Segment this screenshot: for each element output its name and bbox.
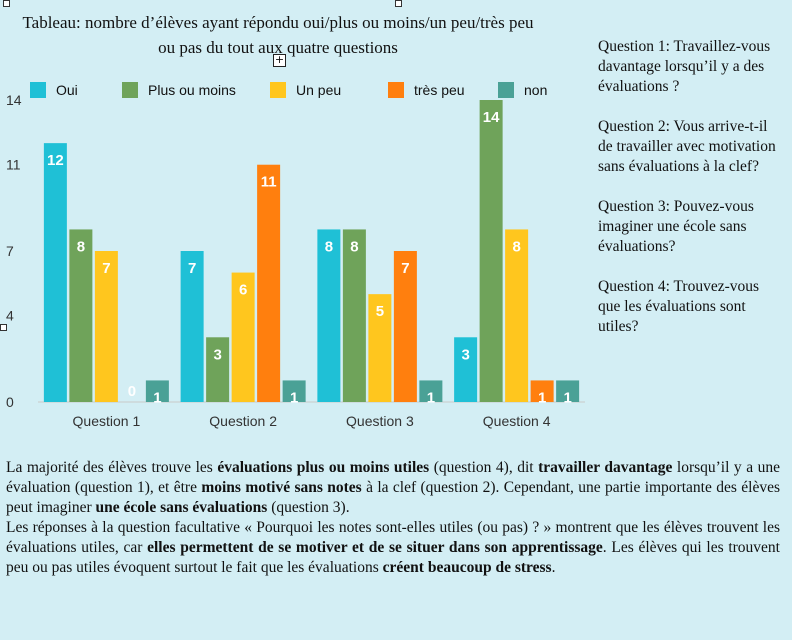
paragraph-1-run-8: (question 3).: [267, 499, 350, 516]
data-label-4-3: 1: [563, 389, 571, 406]
bar-0-3: [454, 337, 478, 402]
paragraph-2-run-3: créent beaucoup de stress: [382, 559, 552, 576]
bar-1-3: [479, 100, 503, 402]
data-label-0-1: 7: [188, 260, 196, 277]
bar-0-2: [317, 229, 341, 402]
bar-3-2: [393, 251, 417, 402]
category-label-1: Question 2: [209, 413, 277, 429]
question-1-text: Question 1: Travaillez-vous davantage lo…: [598, 38, 771, 95]
legend-label-3: très peu: [414, 82, 465, 98]
bar-2-2: [368, 294, 392, 402]
bar-2-1: [231, 272, 255, 402]
y-tick-label-4: 14: [6, 92, 22, 108]
bar-1-2: [342, 229, 366, 402]
legend-label-0: Oui: [56, 82, 78, 98]
legend-label-2: Un peu: [296, 82, 342, 98]
legend-swatch-2: [270, 82, 286, 98]
question-3-text: Question 3: Pouvez-vous imaginer une éco…: [598, 198, 754, 255]
data-label-1-2: 8: [350, 238, 358, 255]
paragraph-1-run-0: La majorité des élèves trouve les: [6, 459, 218, 476]
paragraph-1-run-5: moins motivé sans notes: [201, 479, 362, 496]
data-label-1-0: 8: [77, 238, 85, 255]
bar-1-1: [206, 337, 230, 402]
legend-swatch-1: [122, 82, 138, 98]
expand-icon[interactable]: +: [273, 53, 286, 67]
paragraph-1-run-6: à la clef (question 2). Cependant, une p…: [6, 479, 780, 516]
chart-legend: Oui Plus ou moins Un peu très peu non: [30, 81, 570, 99]
data-label-1-1: 3: [213, 346, 221, 363]
data-label-2-0: 7: [102, 260, 110, 277]
legend-item-4: non: [498, 81, 547, 99]
bar-2-0: [94, 251, 118, 402]
category-label-3: Question 4: [483, 413, 551, 429]
bar-4-0: [145, 380, 169, 402]
bar-3-3: [530, 380, 554, 402]
category-label-0: Question 1: [73, 413, 141, 429]
analysis-text: La majorité des élèves trouve les évalua…: [6, 458, 780, 578]
chart-title: Tableau: nombre d’élèves ayant répondu o…: [22, 13, 534, 57]
resize-handle-top-mid[interactable]: [395, 0, 402, 7]
legend-item-2: Un peu: [270, 81, 341, 99]
legend-item-3: très peu: [388, 81, 465, 99]
data-label-3-2: 7: [401, 260, 409, 277]
y-tick-label-3: 11: [6, 157, 21, 173]
legend-item-1: Plus ou moins: [122, 81, 236, 99]
paragraph-1-run-1: évaluations plus ou moins utiles: [217, 459, 430, 476]
paragraph-2-run-4: .: [551, 559, 556, 576]
data-label-4-1: 1: [290, 389, 298, 406]
legend-swatch-4: [498, 82, 514, 98]
data-label-2-2: 5: [376, 303, 384, 320]
bar-2-3: [505, 229, 529, 402]
bar-4-3: [556, 380, 580, 402]
bar-0-1: [180, 251, 204, 402]
y-tick-label-1: 4: [6, 308, 14, 324]
paragraph-2-run-2: . Les élèves qui les trouvent peu ou pas…: [6, 539, 780, 576]
data-label-3-0: 0: [128, 383, 136, 400]
legend-swatch-0: [30, 82, 46, 98]
paragraph-1-run-7: une école sans évaluations: [95, 499, 268, 516]
bar-0-0: [43, 143, 67, 402]
data-label-0-0: 12: [47, 152, 64, 169]
legend-label-4: non: [524, 82, 548, 98]
y-tick-label-0: 0: [6, 394, 14, 410]
analysis-paragraph-1: La majorité des élèves trouve les évalua…: [6, 458, 780, 518]
analysis-paragraph-2: Les réponses à la question facultative «…: [6, 518, 780, 578]
bar-4-1: [282, 380, 306, 402]
paragraph-1-run-2: (question 4), dit: [429, 459, 539, 476]
bar-4-2: [419, 380, 443, 402]
resize-handle-top-left[interactable]: [3, 0, 10, 7]
paragraph-2-run-0: Les réponses à la question facultative «…: [6, 519, 780, 556]
bar-3-1: [257, 164, 281, 402]
data-label-1-3: 14: [483, 109, 500, 126]
paragraph-1-run-4: lorsqu’il y a une évaluation (question 1…: [6, 459, 780, 496]
data-label-4-2: 1: [427, 389, 435, 406]
legend-item-0: Oui: [30, 81, 78, 99]
data-label-2-3: 8: [512, 238, 520, 255]
data-label-0-3: 3: [461, 346, 469, 363]
data-label-3-1: 11: [261, 174, 277, 191]
category-label-2: Question 3: [346, 413, 414, 429]
question-4-text: Question 4: Trouvez-vous que les évaluat…: [598, 278, 760, 335]
data-label-0-2: 8: [325, 238, 333, 255]
data-label-4-0: 1: [153, 389, 161, 406]
data-label-3-3: 1: [538, 389, 546, 406]
legend-label-1: Plus ou moins: [148, 82, 236, 98]
question-2-text: Question 2: Vous arrive-t-il de travaill…: [598, 118, 776, 175]
paragraph-1-run-3: travailler davantage: [538, 459, 673, 476]
legend-swatch-3: [388, 82, 404, 98]
y-tick-label-2: 7: [6, 243, 14, 259]
paragraph-2-run-1: elles permettent de se motiver et de se …: [147, 539, 603, 556]
bar-1-0: [69, 229, 93, 402]
resize-handle-left-mid[interactable]: [0, 324, 7, 331]
questions-panel: Question 1: Travaillez-vous davantage lo…: [598, 37, 778, 357]
data-label-2-1: 6: [239, 282, 247, 299]
